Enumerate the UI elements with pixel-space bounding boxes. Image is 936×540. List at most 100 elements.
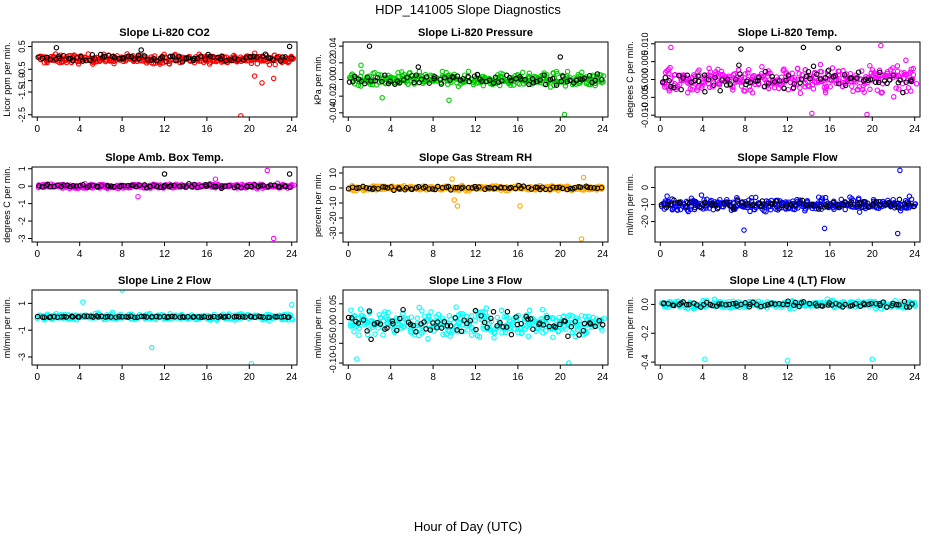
data-point	[848, 199, 855, 205]
data-point	[749, 90, 756, 96]
data-point	[254, 60, 261, 67]
data-point	[848, 83, 855, 89]
data-point	[426, 314, 432, 320]
data-point	[483, 305, 490, 311]
data-point	[360, 183, 366, 190]
data-point	[274, 54, 281, 61]
data-point	[579, 69, 585, 76]
data-point	[364, 328, 370, 334]
data-point	[756, 74, 762, 81]
points-group	[345, 304, 608, 365]
x-tick-label: 20	[555, 249, 567, 260]
data-point	[389, 318, 396, 324]
data-point	[592, 82, 598, 89]
data-point	[460, 184, 466, 190]
data-point	[742, 88, 748, 94]
data-point	[95, 314, 102, 320]
outlier-point	[80, 299, 86, 305]
series-hourly	[660, 44, 915, 96]
data-point	[265, 55, 272, 61]
data-point	[379, 78, 385, 85]
data-point	[861, 89, 867, 95]
data-point	[231, 52, 237, 59]
data-point	[848, 201, 854, 208]
y-tick-label: -0.010	[640, 102, 650, 128]
data-point	[580, 327, 587, 334]
data-point	[680, 299, 686, 305]
data-point	[724, 199, 730, 205]
x-tick-label: 4	[388, 249, 394, 260]
outlier-point	[809, 110, 815, 117]
x-tick-label: 12	[470, 249, 482, 260]
data-point	[476, 334, 483, 340]
data-point	[556, 184, 563, 191]
x-tick-label: 16	[824, 124, 836, 135]
data-point	[750, 201, 757, 207]
x-tick-label: 24	[597, 124, 609, 135]
data-point	[692, 198, 699, 205]
data-point	[213, 183, 219, 190]
data-point	[894, 63, 901, 69]
data-point	[488, 318, 495, 325]
data-point	[563, 326, 569, 332]
data-point	[179, 59, 186, 65]
data-point	[564, 186, 571, 193]
data-point	[511, 326, 518, 332]
data-point	[567, 312, 573, 318]
y-tick-label: 0.05	[328, 295, 338, 313]
data-point	[438, 81, 445, 87]
data-point	[435, 311, 442, 318]
data-point	[744, 78, 750, 85]
data-point	[413, 329, 419, 335]
data-point	[763, 208, 769, 215]
data-point	[350, 78, 356, 85]
data-point	[41, 314, 48, 321]
outlier-point	[566, 360, 572, 365]
data-point	[860, 300, 867, 307]
data-point	[724, 76, 731, 83]
data-point	[572, 318, 578, 325]
data-point	[160, 60, 166, 66]
outlier-point	[354, 356, 360, 362]
data-point	[255, 183, 261, 190]
data-point	[526, 70, 533, 77]
data-point	[89, 52, 96, 58]
panel-4: Slope Amb. Box Temp. degrees C per min. 0 4…	[2, 152, 298, 260]
x-tick-label: 16	[201, 124, 213, 135]
outlier-point	[149, 344, 155, 351]
data-point	[92, 56, 98, 62]
data-point	[896, 302, 902, 308]
data-point	[44, 59, 50, 66]
data-point	[890, 94, 897, 100]
data-point	[884, 70, 891, 77]
data-point	[465, 327, 471, 333]
data-point	[664, 193, 670, 199]
outlier-point	[358, 62, 364, 69]
data-point	[198, 314, 205, 320]
data-point	[61, 313, 67, 320]
x-tick-label: 8	[430, 124, 436, 135]
x-tick-label: 8	[119, 372, 125, 383]
data-point	[890, 72, 897, 79]
data-point	[761, 83, 768, 90]
data-point	[759, 198, 766, 204]
outlier-point	[800, 44, 807, 51]
data-point	[434, 183, 441, 190]
data-point	[427, 327, 434, 333]
x-tick-label: 0	[346, 124, 352, 135]
data-point	[219, 53, 225, 59]
data-point	[384, 185, 391, 191]
data-point	[550, 334, 556, 340]
data-point	[544, 314, 550, 321]
data-point	[191, 55, 197, 62]
data-point	[173, 57, 179, 64]
data-point	[896, 86, 902, 92]
data-point	[750, 299, 756, 306]
data-point	[745, 66, 752, 73]
data-point	[772, 79, 778, 85]
x-tick-label: 16	[824, 249, 836, 260]
data-point	[525, 333, 532, 340]
series-bulk	[35, 167, 297, 242]
outlier-point	[135, 193, 141, 200]
data-point	[580, 321, 587, 328]
